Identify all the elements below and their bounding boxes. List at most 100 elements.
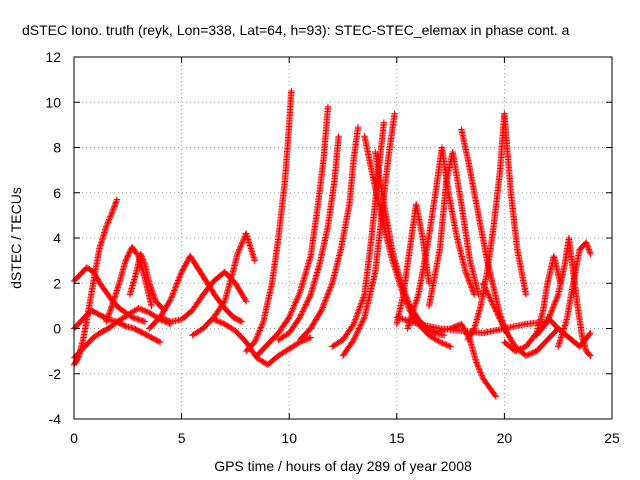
data-point [353, 313, 360, 320]
data-point [295, 339, 302, 347]
data-point [292, 297, 300, 305]
data-point [163, 316, 171, 324]
data-point [179, 267, 186, 274]
data-point [251, 338, 258, 346]
data-point [358, 298, 366, 306]
data-point [111, 203, 118, 210]
data-point [360, 292, 368, 300]
data-point [461, 327, 469, 334]
data-point [349, 322, 357, 329]
data-point [451, 323, 458, 331]
data-point [359, 297, 366, 304]
data-point [138, 252, 145, 259]
data-point [462, 328, 469, 336]
x-tick-label: 15 [389, 430, 405, 446]
data-point [288, 308, 295, 315]
data-point [550, 302, 557, 310]
data-point [301, 304, 308, 311]
data-point [285, 315, 292, 322]
data-point [328, 281, 335, 288]
data-point [304, 335, 312, 342]
data-point [171, 285, 179, 293]
data-point [112, 199, 120, 206]
data-point [355, 326, 362, 334]
data-point [167, 295, 175, 303]
data-point [305, 295, 312, 303]
data-point [443, 341, 450, 349]
data-point [257, 324, 265, 331]
data-point [473, 360, 481, 368]
data-point [172, 284, 179, 291]
data-point [321, 298, 329, 306]
data-track [425, 148, 482, 310]
data-point [252, 335, 260, 343]
data-point [448, 324, 456, 332]
data-point [463, 270, 470, 277]
data-point [439, 340, 446, 347]
data-point [242, 298, 250, 305]
data-point [236, 244, 244, 252]
data-point [298, 311, 305, 318]
data-point [380, 119, 388, 126]
data-point [468, 285, 476, 293]
data-point [302, 302, 309, 310]
data-point [351, 319, 358, 326]
x-axis-label: GPS time / hours of day 289 of year 2008 [214, 458, 472, 474]
data-point [183, 259, 190, 266]
data-point [405, 299, 412, 307]
data-point [238, 240, 246, 247]
data-point [143, 308, 150, 315]
data-point [220, 320, 227, 327]
data-point [317, 308, 324, 315]
data-point [549, 305, 556, 313]
data-point [473, 359, 480, 366]
data-point [548, 308, 555, 315]
data-point [214, 317, 222, 325]
data-point [255, 330, 262, 337]
y-tick-label: 12 [45, 49, 61, 65]
data-point [162, 316, 169, 323]
data-point [318, 307, 325, 314]
data-point [458, 322, 466, 329]
data-point [322, 295, 330, 303]
data-point [121, 322, 128, 329]
data-point [124, 253, 131, 260]
data-point [320, 301, 327, 308]
data-point [287, 311, 294, 318]
data-point [475, 364, 482, 372]
data-track [464, 110, 530, 344]
data-point [353, 329, 361, 336]
data-point [299, 308, 306, 315]
data-point [354, 309, 362, 316]
data-point [436, 338, 444, 346]
x-tick-label: 20 [497, 430, 513, 446]
data-point [359, 295, 367, 303]
data-point [357, 321, 365, 328]
data-point [587, 250, 594, 258]
data-point [327, 282, 335, 290]
data-point [444, 342, 452, 349]
y-tick-label: -2 [49, 366, 62, 382]
data-point [467, 282, 475, 290]
data-point [475, 291, 482, 298]
data-point [176, 273, 184, 280]
data-point [522, 291, 530, 298]
data-point [352, 314, 360, 322]
data-point [553, 294, 561, 301]
data-point [354, 310, 361, 317]
data-point [355, 325, 363, 332]
data-point [110, 206, 117, 213]
data-point [358, 319, 366, 327]
data-point [238, 241, 245, 249]
data-point [351, 335, 358, 342]
data-point [350, 336, 357, 344]
data-point [182, 260, 190, 268]
data-track [296, 123, 362, 344]
data-point [144, 308, 152, 316]
data-point [103, 222, 111, 229]
data-point [104, 219, 112, 226]
data-point [168, 293, 176, 300]
data-point [286, 313, 293, 321]
data-point [175, 275, 182, 283]
data-point [108, 209, 116, 216]
